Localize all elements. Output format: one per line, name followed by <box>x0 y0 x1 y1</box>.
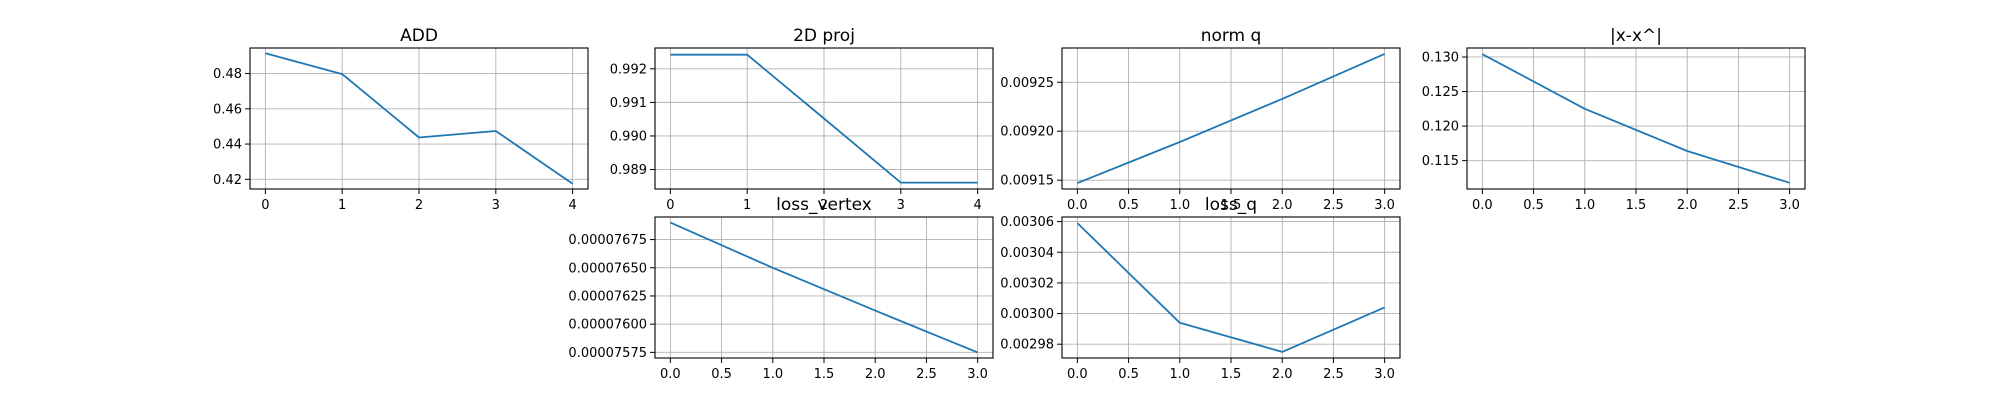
y-tick-label: 0.42 <box>213 173 242 188</box>
axes-frame <box>654 47 994 190</box>
x-tick-label: 0.0 <box>1472 198 1493 213</box>
chart-title: |x-x^| <box>1610 26 1662 46</box>
y-tick-label: 0.130 <box>1422 50 1459 65</box>
x-tick-label: 0.0 <box>1067 198 1088 213</box>
y-tick-label: 0.00007600 <box>568 318 647 333</box>
y-tick-label: 0.989 <box>610 163 647 178</box>
chart-panel-5: 0.0 0.5 1.0 1.5 2.0 2.5 3.0 0.00298 0.00300 0.003… <box>1000 195 1401 382</box>
x-tick-label: 0.5 <box>1523 198 1544 213</box>
y-tick-label: 0.48 <box>213 67 242 82</box>
x-tick-label: 3.0 <box>1374 198 1395 213</box>
chart-panel-1: 0 1 2 3 4 0.989 0.990 0.991 0.992 2D proj <box>610 26 994 213</box>
series-line-0 <box>670 221 978 354</box>
y-tick-label: 0.125 <box>1422 85 1459 100</box>
x-tick-label: 2.5 <box>916 367 937 382</box>
x-tick-label: 2 <box>820 198 828 213</box>
x-tick-label: 0.0 <box>1067 367 1088 382</box>
axes-frame <box>654 216 994 359</box>
series-line-0 <box>1481 53 1790 184</box>
axes-frame <box>249 47 589 190</box>
y-tick-label: 0.00007675 <box>568 233 647 248</box>
axes-frame <box>1466 47 1806 190</box>
axes-frame <box>1061 216 1401 359</box>
x-tick-label: 2 <box>415 198 423 213</box>
y-tick-label: 0.992 <box>610 62 647 77</box>
y-tick-label: 0.115 <box>1422 154 1459 169</box>
chart-title: loss_vertex <box>776 195 872 215</box>
x-tick-label: 2.5 <box>1323 198 1344 213</box>
chart-title: norm q <box>1201 26 1262 46</box>
x-tick-label: 1.0 <box>762 367 783 382</box>
x-tick-label: 1 <box>338 198 346 213</box>
y-tick-label: 0.00306 <box>1000 215 1054 230</box>
x-tick-label: 2.5 <box>1323 367 1344 382</box>
axes-frame <box>1061 47 1401 190</box>
x-tick-label: 0.5 <box>1118 367 1139 382</box>
y-tick-label: 0.990 <box>610 129 647 144</box>
x-tick-label: 2.0 <box>1272 198 1293 213</box>
y-tick-label: 0.44 <box>213 138 242 153</box>
x-tick-label: 1.0 <box>1169 198 1190 213</box>
chart-panel-3: 0.0 0.5 1.0 1.5 2.0 2.5 3.0 0.115 0.120 0.125 0.13… <box>1422 26 1806 213</box>
series-line-0 <box>265 52 574 185</box>
chart-title: ADD <box>400 26 438 46</box>
x-tick-label: 1 <box>743 198 751 213</box>
x-tick-label: 1.5 <box>814 367 835 382</box>
chart-panel-2: 0.0 0.5 1.0 1.5 2.0 2.5 3.0 0.00915 0.00920 0.009… <box>1000 26 1401 213</box>
x-tick-label: 3.0 <box>967 367 988 382</box>
x-tick-label: 1.5 <box>1626 198 1647 213</box>
x-tick-label: 0.0 <box>660 367 681 382</box>
chart-title: 2D proj <box>793 26 855 46</box>
chart-panel-4: 0.0 0.5 1.0 1.5 2.0 2.5 3.0 0.00007575 0.0000760… <box>568 195 994 382</box>
x-tick-label: 2.0 <box>1272 367 1293 382</box>
y-tick-label: 0.00007625 <box>568 289 647 304</box>
x-tick-label: 1.5 <box>1221 367 1242 382</box>
y-tick-label: 0.991 <box>610 96 647 111</box>
x-tick-label: 3 <box>492 198 500 213</box>
x-tick-label: 1.0 <box>1169 367 1190 382</box>
x-tick-label: 4 <box>973 198 981 213</box>
x-tick-label: 0.5 <box>711 367 732 382</box>
x-tick-label: 2.0 <box>865 367 886 382</box>
series-line-0 <box>1077 53 1385 184</box>
x-tick-label: 4 <box>568 198 576 213</box>
y-tick-label: 0.00298 <box>1000 338 1054 353</box>
y-tick-label: 0.00302 <box>1000 276 1054 291</box>
x-tick-label: 0.5 <box>1118 198 1139 213</box>
y-tick-label: 0.120 <box>1422 120 1459 135</box>
x-tick-label: 0 <box>666 198 674 213</box>
x-tick-label: 2.0 <box>1677 198 1698 213</box>
x-tick-label: 3.0 <box>1779 198 1800 213</box>
x-tick-label: 1.5 <box>1221 198 1242 213</box>
y-tick-label: 0.00925 <box>1000 76 1054 91</box>
x-tick-label: 3.0 <box>1374 367 1395 382</box>
y-tick-label: 0.00915 <box>1000 174 1054 189</box>
series-line-0 <box>670 53 978 184</box>
x-tick-label: 2.5 <box>1728 198 1749 213</box>
chart-panel-0: 0 1 2 3 4 0.42 0.44 0.46 0.48 ADD <box>213 26 589 213</box>
y-tick-label: 0.00007650 <box>568 261 647 276</box>
chart-title: loss_q <box>1205 195 1257 215</box>
x-tick-label: 3 <box>897 198 905 213</box>
series-line-0 <box>1076 222 1385 353</box>
x-tick-label: 0 <box>261 198 269 213</box>
y-tick-label: 0.00920 <box>1000 125 1054 140</box>
y-tick-label: 0.00300 <box>1000 307 1054 322</box>
y-tick-label: 0.00304 <box>1000 246 1054 261</box>
y-tick-label: 0.46 <box>213 102 242 117</box>
x-tick-label: 1.0 <box>1574 198 1595 213</box>
y-tick-label: 0.00007575 <box>568 346 647 361</box>
